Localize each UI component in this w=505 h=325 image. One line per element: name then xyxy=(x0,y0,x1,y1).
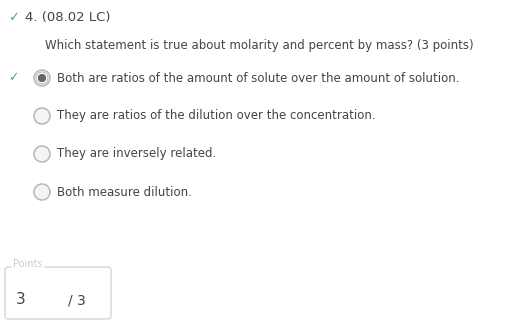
Circle shape xyxy=(34,108,50,124)
Text: 3: 3 xyxy=(16,292,26,307)
Circle shape xyxy=(38,74,46,82)
Circle shape xyxy=(38,74,46,82)
Text: They are inversely related.: They are inversely related. xyxy=(57,148,216,161)
Circle shape xyxy=(36,72,48,84)
Circle shape xyxy=(34,146,50,162)
Text: 4. (08.02 LC): 4. (08.02 LC) xyxy=(25,11,110,24)
Text: Which statement is true about molarity and percent by mass? (3 points): Which statement is true about molarity a… xyxy=(45,38,473,51)
Text: Points: Points xyxy=(13,259,42,269)
Text: / 3: / 3 xyxy=(68,293,85,307)
Text: ✓: ✓ xyxy=(8,11,19,24)
Text: ✓: ✓ xyxy=(8,72,19,84)
Circle shape xyxy=(34,70,50,86)
Text: Both measure dilution.: Both measure dilution. xyxy=(57,186,191,199)
Circle shape xyxy=(34,184,50,200)
FancyBboxPatch shape xyxy=(5,267,111,319)
Text: Both are ratios of the amount of solute over the amount of solution.: Both are ratios of the amount of solute … xyxy=(57,72,459,84)
Text: They are ratios of the dilution over the concentration.: They are ratios of the dilution over the… xyxy=(57,110,375,123)
